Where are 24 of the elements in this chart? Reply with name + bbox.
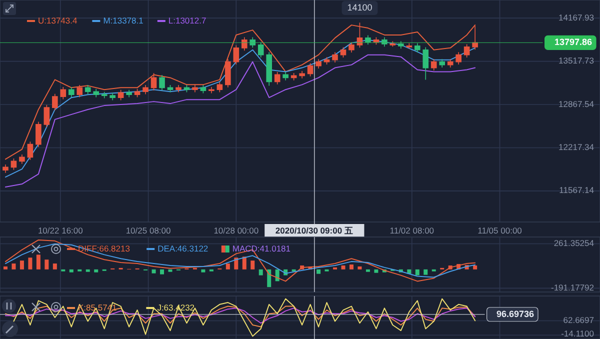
x-tick-label: 11/02 08:00: [390, 225, 434, 236]
annotation: 14100: [347, 2, 372, 12]
ref-line-label: 96.69736: [496, 308, 534, 319]
legend-label: U:13743.4: [38, 15, 78, 26]
y-tick-label: 14167.93: [558, 12, 594, 22]
y-tick-label: 12867.54: [558, 98, 594, 109]
y-tick-label: 13517.73: [558, 56, 594, 66]
legend-label: MACD:41.0181: [232, 243, 291, 254]
y-tick-label: 62.6697: [563, 314, 594, 325]
y-tick-label: 11567.14: [559, 185, 594, 196]
legend-label: J:63.4232: [157, 302, 195, 312]
legend-label: M:13378.1: [103, 15, 144, 26]
x-tick-label: 10/25 08:00: [126, 225, 172, 236]
x-tick-label: 11/05 00:00: [478, 225, 522, 236]
y-tick-label: 261.35254: [554, 238, 594, 248]
y-tick-label: -191.17792: [550, 282, 594, 292]
legend-label: L:13012.7: [168, 15, 206, 26]
y-tick-label: -14.1100: [561, 328, 594, 338]
legend-label: DEA:46.3122: [158, 243, 208, 254]
x-tick-label: 10/28 00:00: [214, 225, 259, 236]
ref-line-label: 13797.86: [554, 37, 592, 48]
y-tick-label: 12217.34: [558, 142, 594, 152]
ref-line-label: 2020/10/30 09:00 五: [275, 225, 354, 236]
x-tick-label: 10/22 16:00: [38, 225, 84, 236]
